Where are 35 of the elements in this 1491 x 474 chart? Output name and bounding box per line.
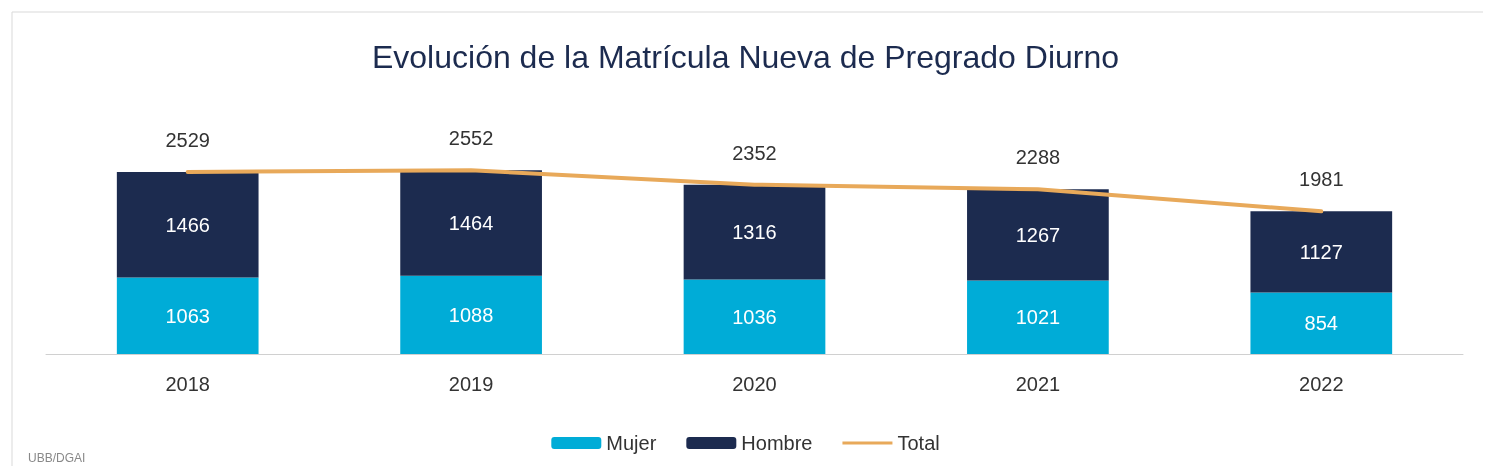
legend-label: Hombre	[741, 432, 813, 454]
legend-label: Mujer	[606, 432, 657, 454]
bar	[116, 277, 259, 354]
data-label: 1464	[448, 211, 494, 234]
data-label: 1021	[1015, 306, 1061, 329]
bar	[116, 171, 259, 278]
data-label: 2288	[1015, 146, 1061, 169]
data-label: 1036	[732, 305, 777, 328]
bar	[683, 279, 826, 354]
text: Evolución de la Matrícula Nueva de Pregrado Diurno	[371, 39, 1120, 75]
data-label: 1316	[732, 221, 777, 244]
legend-label: Total	[897, 432, 940, 454]
data-label: 1063	[165, 304, 210, 327]
bar	[967, 280, 1109, 354]
bar	[967, 189, 1109, 281]
data-label: 1127	[1299, 240, 1343, 263]
text: UBB/DGAI	[28, 451, 86, 465]
bar	[400, 170, 542, 276]
bar	[683, 184, 826, 280]
x-tick-label: 2019	[448, 373, 494, 395]
x-tick-label: 2021	[1015, 373, 1061, 395]
bar	[1250, 211, 1393, 293]
bar	[1250, 292, 1393, 354]
x-tick-label: 2022	[1299, 373, 1344, 395]
data-label: 2552	[448, 127, 494, 150]
x-tick-label: 2018	[165, 373, 210, 395]
data-label: 854	[1304, 312, 1338, 335]
data-label: 2352	[732, 141, 777, 164]
data-label: 1088	[448, 303, 494, 326]
x-tick-label: 2020	[732, 373, 777, 395]
data-label: 1466	[165, 213, 210, 236]
data-label: 1267	[1015, 223, 1061, 246]
bar	[400, 275, 542, 354]
data-label: 1981	[1299, 168, 1344, 191]
data-label: 2529	[165, 128, 210, 151]
